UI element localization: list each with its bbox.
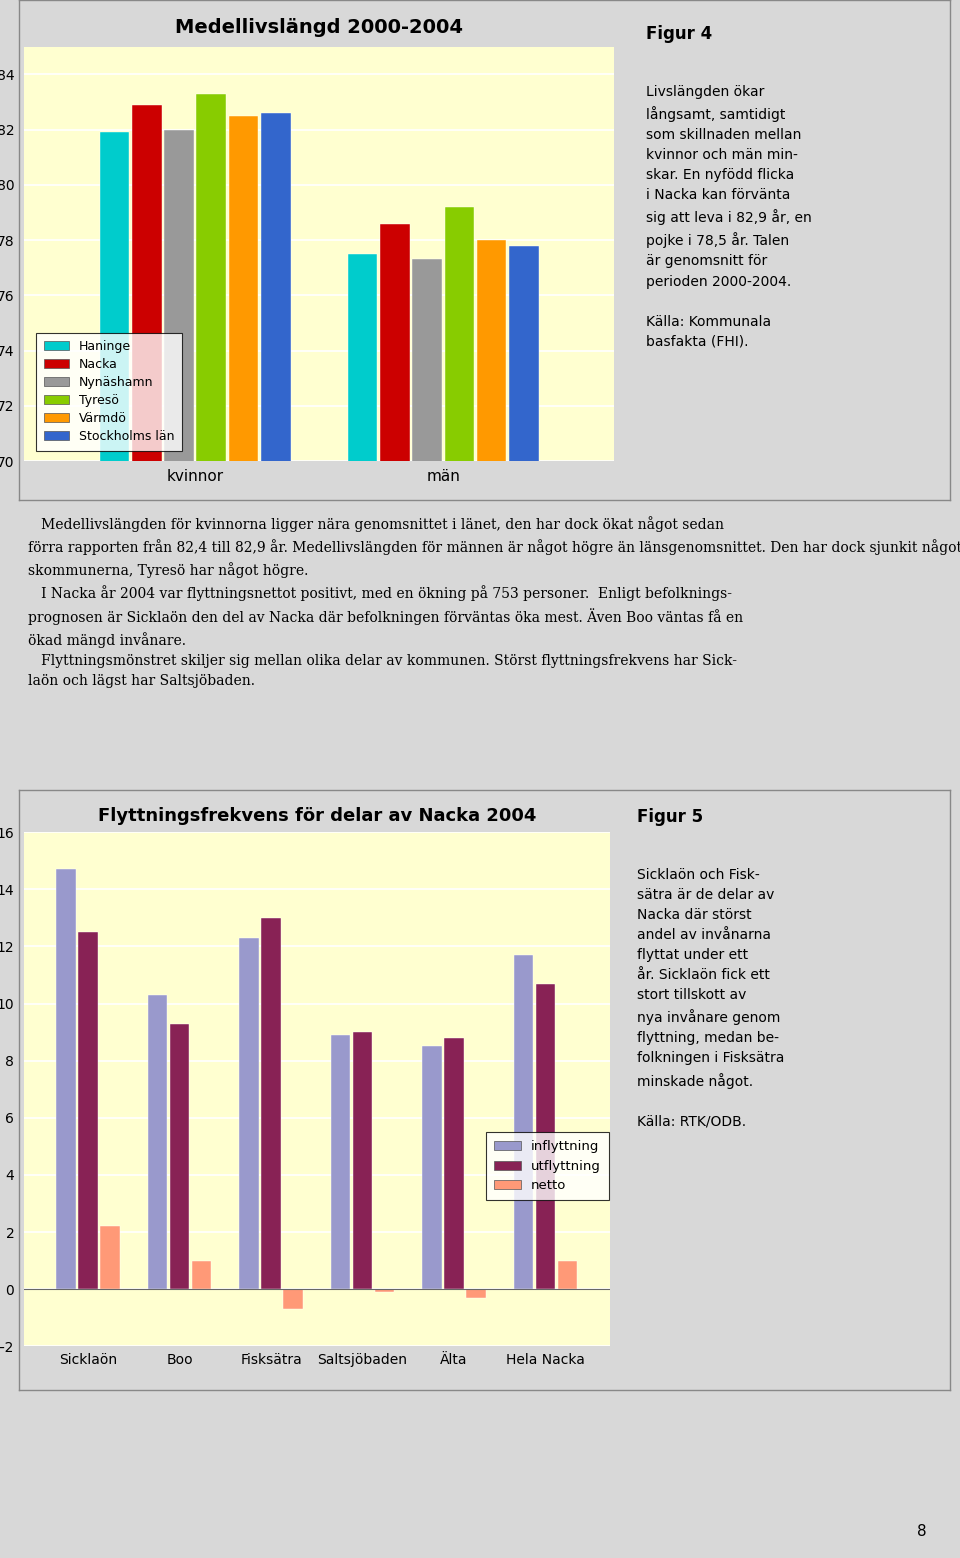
Bar	[380, 223, 410, 1558]
Text: Sicklaön och Fisk-
sätra är de delar av
Nacka där störst
andel av invånarna
flyt: Sicklaön och Fisk- sätra är de delar av …	[637, 868, 784, 1128]
Title: Medellivslängd 2000-2004: Medellivslängd 2000-2004	[175, 17, 463, 37]
Bar	[192, 1260, 211, 1288]
Legend: inflyttning, utflyttning, netto: inflyttning, utflyttning, netto	[486, 1133, 609, 1200]
Bar	[352, 1031, 372, 1288]
Bar	[132, 104, 161, 1558]
Title: Flyttningsfrekvens för delar av Nacka 2004: Flyttningsfrekvens för delar av Nacka 20…	[98, 807, 536, 824]
Bar	[422, 1047, 442, 1288]
Bar	[514, 955, 534, 1288]
Bar	[170, 1024, 189, 1288]
Text: Medellivslängden för kvinnorna ligger nära genomsnittet i länet, den har dock ök: Medellivslängden för kvinnorna ligger nä…	[29, 516, 960, 689]
Bar	[477, 240, 507, 1558]
Bar	[330, 1035, 350, 1288]
Bar	[239, 938, 259, 1288]
Text: Figur 4: Figur 4	[646, 25, 712, 44]
Legend: Haninge, Nacka, Nynäshamn, Tyresö, Värmdö, Stockholms län: Haninge, Nacka, Nynäshamn, Tyresö, Värmd…	[36, 333, 181, 450]
Bar	[228, 115, 258, 1558]
Bar	[261, 918, 281, 1288]
Bar	[261, 114, 291, 1558]
Text: Livslängden ökar
långsamt, samtidigt
som skillnaden mellan
kvinnor och män min-
: Livslängden ökar långsamt, samtidigt som…	[646, 86, 812, 349]
Bar	[78, 932, 98, 1288]
Bar	[444, 207, 474, 1558]
Bar	[148, 996, 167, 1288]
Text: 8: 8	[917, 1524, 926, 1539]
Bar	[509, 246, 539, 1558]
Bar	[412, 260, 442, 1558]
Bar	[100, 1226, 120, 1288]
Bar	[100, 132, 130, 1558]
Bar	[348, 254, 377, 1558]
Bar	[558, 1260, 577, 1288]
Bar	[164, 129, 194, 1558]
Bar	[197, 93, 227, 1558]
Bar	[283, 1288, 303, 1309]
Bar	[467, 1288, 486, 1298]
Bar	[374, 1288, 395, 1292]
Text: Figur 5: Figur 5	[637, 809, 703, 826]
Bar	[57, 869, 76, 1288]
Bar	[444, 1038, 464, 1288]
Bar	[536, 983, 556, 1288]
